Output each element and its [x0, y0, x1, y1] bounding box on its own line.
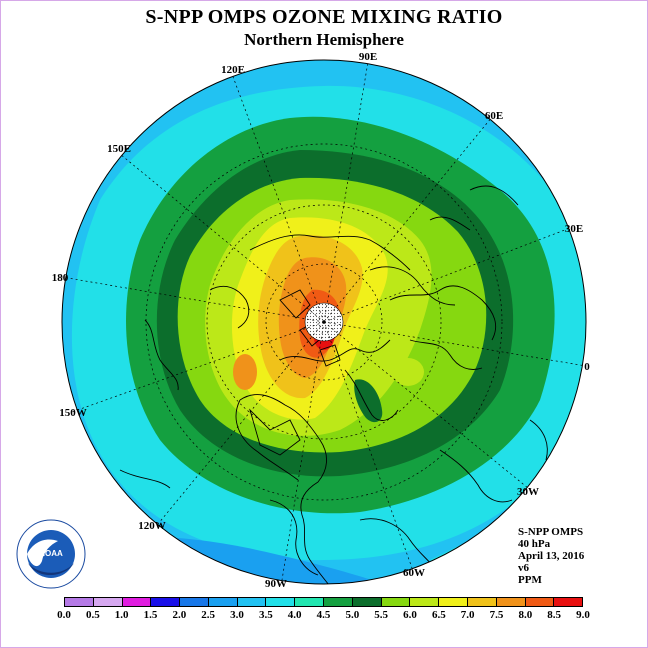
colorbar-swatch: [381, 598, 411, 606]
lon-label-90e: 90E: [359, 51, 377, 63]
colorbar-tick-label: 2.5: [201, 609, 216, 621]
logo-text: NOAA: [39, 549, 63, 558]
colorbar-swatch: [208, 598, 238, 606]
colorbar-tick-label: 9.0: [576, 609, 590, 621]
colorbar-tick-label: 4.5: [316, 609, 331, 621]
colorbar-tick-label: 4.0: [287, 609, 302, 621]
lon-label-0: 0: [584, 361, 590, 373]
colorbar-swatch: [439, 598, 468, 606]
colorbar-swatch: [180, 598, 209, 606]
colorbar-swatch: [324, 598, 353, 606]
colorbar-swatch: [151, 598, 181, 606]
colorbar: [64, 597, 583, 607]
longitude-labels: 90E 60E 30E 0 30W 60W 90W 120W 150W 180 …: [52, 51, 591, 590]
map-boundary: [61, 59, 587, 585]
colorbar-ticks: 0.0 0.5 1.0 1.5 2.0 2.5 3.0 3.5 4.0 4.5 5.0 5.5 6.0 6…: [57, 609, 590, 623]
colorbar-tick-label: 5.0: [345, 609, 360, 621]
lon-label-150w: 150W: [59, 407, 87, 419]
lon-label-180: 180: [52, 272, 69, 284]
colorbar-tick-label: 3.5: [258, 609, 273, 621]
lon-label-60w: 60W: [403, 567, 425, 579]
colorbar-tick-label: 1.5: [143, 609, 158, 621]
colorbar-swatch: [266, 598, 296, 606]
lon-label-30e: 30E: [565, 223, 583, 235]
colorbar-swatch: [496, 598, 526, 606]
colorbar-swatch: [525, 598, 555, 606]
info-units: PPM: [518, 574, 542, 586]
colorbar-tick-label: 7.5: [489, 609, 504, 621]
lon-label-60e: 60E: [485, 110, 503, 122]
colorbar-tick-label: 0.5: [85, 609, 100, 621]
lon-label-90w: 90W: [265, 578, 287, 590]
colorbar-swatch: [467, 598, 497, 606]
lon-label-120w: 120W: [138, 520, 166, 532]
colorbar-tick-label: 7.0: [460, 609, 475, 621]
colorbar-swatch: [93, 598, 123, 606]
colorbar-tick-label: 8.0: [518, 609, 533, 621]
colorbar-tick-label: 1.0: [114, 609, 129, 621]
info-date: April 13, 2016: [518, 550, 585, 562]
colorbar-swatch: [554, 598, 583, 606]
info-level: 40 hPa: [518, 538, 551, 550]
colorbar-tick-label: 6.5: [431, 609, 446, 621]
colorbar-swatch: [65, 598, 94, 606]
noaa-logo: NOAA: [16, 519, 86, 589]
graticule: [61, 61, 587, 581]
lon-label-150e: 150E: [107, 143, 131, 155]
lon-label-30w: 30W: [517, 486, 539, 498]
info-block: S-NPP OMPS 40 hPa April 13, 2016 v6 PPM: [518, 526, 584, 586]
map-subtitle: Northern Hemisphere: [244, 30, 404, 49]
info-instrument: S-NPP OMPS: [518, 526, 584, 538]
colorbar-tick-label: 2.0: [172, 609, 187, 621]
map-title: S-NPP OMPS OZONE MIXING RATIO: [145, 6, 503, 28]
colorbar-tick-label: 6.0: [403, 609, 417, 621]
colorbar-swatch: [295, 598, 325, 606]
colorbar-tick-label: 5.5: [374, 609, 389, 621]
colorbar-tick-label: 3.0: [230, 609, 244, 621]
colorbar-tick-label: 0.0: [57, 609, 71, 621]
colorbar-tick-label: 8.5: [547, 609, 562, 621]
colorbar-swatch: [410, 598, 440, 606]
info-version: v6: [518, 562, 529, 574]
lon-label-120e: 120E: [221, 64, 245, 76]
colorbar-swatch: [237, 598, 267, 606]
colorbar-swatch: [352, 598, 382, 606]
colorbar-swatch: [122, 598, 152, 606]
